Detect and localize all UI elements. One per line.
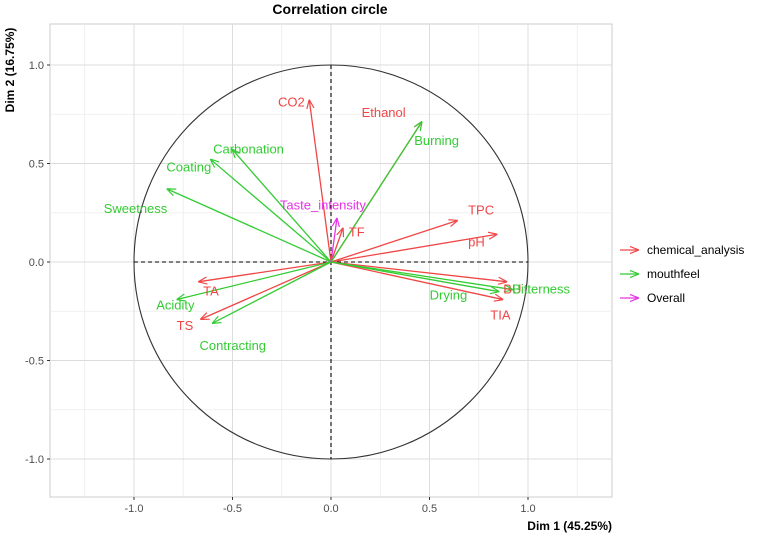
label-ph: pH [468, 234, 485, 249]
label-tia: TIA [490, 307, 511, 322]
label-contracting: Contracting [200, 338, 266, 353]
x-tick-label: -0.5 [223, 503, 242, 515]
chart-title: Correlation circle [272, 1, 387, 17]
y-tick-label: 0.5 [29, 159, 44, 171]
label-taste_intensity: Taste_intensity [280, 198, 366, 213]
arrow-ts [201, 261, 332, 319]
label-ta: TA [203, 284, 219, 299]
x-tick-label: 0.5 [422, 503, 437, 515]
y-tick-label: -1.0 [25, 454, 44, 466]
arrow-bitterness [330, 261, 512, 290]
y-tick-label: -0.5 [25, 356, 44, 368]
variable-arrows [167, 100, 512, 323]
label-bu: BU [503, 282, 521, 297]
arrow-carbonation [233, 150, 332, 263]
label-ethanol: Ethanol [362, 105, 406, 120]
label-ts: TS [177, 318, 194, 333]
axis-ticks: -1.0 -0.5 0.0 0.5 1.0 -1.0 -0.5 0.0 0.5 1.0 [25, 60, 536, 515]
label-co2: CO2 [278, 94, 305, 109]
label-tpc: TPC [468, 203, 494, 218]
y-tick-label: 1.0 [29, 60, 44, 72]
y-axis-title: Dim 2 (16.75%) [3, 28, 17, 113]
arrow-co2 [309, 100, 332, 263]
x-axis-title: Dim 1 (45.25%) [527, 519, 612, 533]
x-tick-label: -1.0 [125, 503, 144, 515]
arrow-taste_intensity [330, 219, 337, 263]
label-carbonation: Carbonation [213, 142, 284, 157]
label-drying: Drying [430, 288, 468, 303]
arrow-sweetness [167, 189, 332, 263]
legend-label-mouthfeel: mouthfeel [647, 267, 700, 281]
arrow-tf [330, 229, 343, 263]
arrow-acidity [177, 261, 332, 299]
arrow-drying [330, 261, 498, 292]
label-burning: Burning [414, 133, 459, 148]
y-tick-label: 0.0 [29, 257, 44, 269]
arrow-tpc [330, 221, 457, 263]
arrow-coating [211, 160, 332, 263]
x-tick-label: 0.0 [323, 503, 338, 515]
label-tf: TF [349, 225, 365, 240]
variable-labels: CO2 Ethanol TPC pH BU TIA TF TA TS Burning Carbona… [104, 94, 571, 353]
x-tick-label: 1.0 [520, 503, 535, 515]
legend-label-overall: Overall [647, 291, 685, 305]
legend: chemical_analysis mouthfeel Overall [620, 243, 744, 305]
legend-label-chemical_analysis: chemical_analysis [647, 243, 744, 257]
arrow-bu [330, 261, 506, 282]
label-sweetness: Sweetness [104, 201, 168, 216]
label-coating: Coating [166, 160, 211, 175]
label-acidity: Acidity [156, 297, 195, 312]
arrow-ph [330, 234, 496, 263]
arrow-tia [330, 261, 502, 299]
label-bitterness: Bitterness [512, 282, 570, 297]
arrow-contracting [213, 261, 332, 323]
arrow-burning [330, 122, 422, 263]
arrow-ta [199, 261, 332, 282]
